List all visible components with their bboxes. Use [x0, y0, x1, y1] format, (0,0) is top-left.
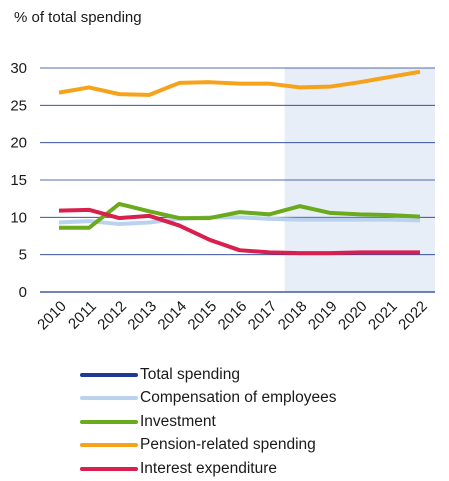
y-tick-15: 15: [10, 172, 27, 189]
legend: Total spending Compensation of employees I…: [80, 363, 336, 481]
legend-label: Investment: [140, 412, 216, 430]
legend-item: Compensation of employees: [80, 387, 336, 411]
y-tick-0: 0: [19, 284, 27, 301]
legend-swatch: [80, 396, 138, 401]
x-tick-2021: 2021: [365, 298, 401, 334]
legend-swatch: [80, 419, 138, 424]
x-tick-2016: 2016: [215, 298, 251, 334]
series-line-compensation-of-employees: [58, 215, 421, 227]
y-tick-25: 25: [10, 97, 27, 114]
y-tick-10: 10: [10, 209, 27, 226]
x-tick-2019: 2019: [305, 298, 341, 334]
x-tick-2011: 2011: [65, 298, 100, 333]
legend-label: Pension-related spending: [140, 436, 316, 454]
x-tick-2014: 2014: [155, 298, 191, 334]
x-tick-2010: 2010: [34, 298, 70, 334]
legend-label: Interest expenditure: [140, 459, 278, 477]
series-line-interest-expenditure: [58, 207, 420, 256]
legend-item: Investment: [80, 410, 336, 434]
x-tick-2018: 2018: [275, 298, 311, 334]
legend-item: Pension-related spending: [80, 434, 336, 458]
legend-swatch: [80, 466, 138, 471]
series-line-pension-related-spending: [58, 69, 421, 97]
legend-item: Total spending: [80, 363, 336, 387]
y-tick-30: 30: [10, 60, 27, 77]
y-tick-20: 20: [10, 135, 27, 152]
x-tick-2022: 2022: [395, 298, 431, 334]
series-line-investment: [59, 201, 421, 230]
legend-label: Total spending: [140, 365, 240, 383]
legend-label: Compensation of employees: [140, 389, 337, 407]
x-tick-2017: 2017: [245, 298, 281, 334]
x-tick-2013: 2013: [124, 298, 160, 334]
y-axis-title: % of total spending: [14, 9, 142, 26]
legend-item: Interest expenditure: [80, 457, 336, 481]
y-tick-5: 5: [19, 247, 27, 264]
legend-swatch: [80, 443, 138, 448]
x-tick-2020: 2020: [335, 298, 371, 334]
x-tick-2012: 2012: [94, 298, 130, 334]
legend-swatch: [80, 372, 138, 377]
x-tick-2015: 2015: [185, 298, 221, 334]
